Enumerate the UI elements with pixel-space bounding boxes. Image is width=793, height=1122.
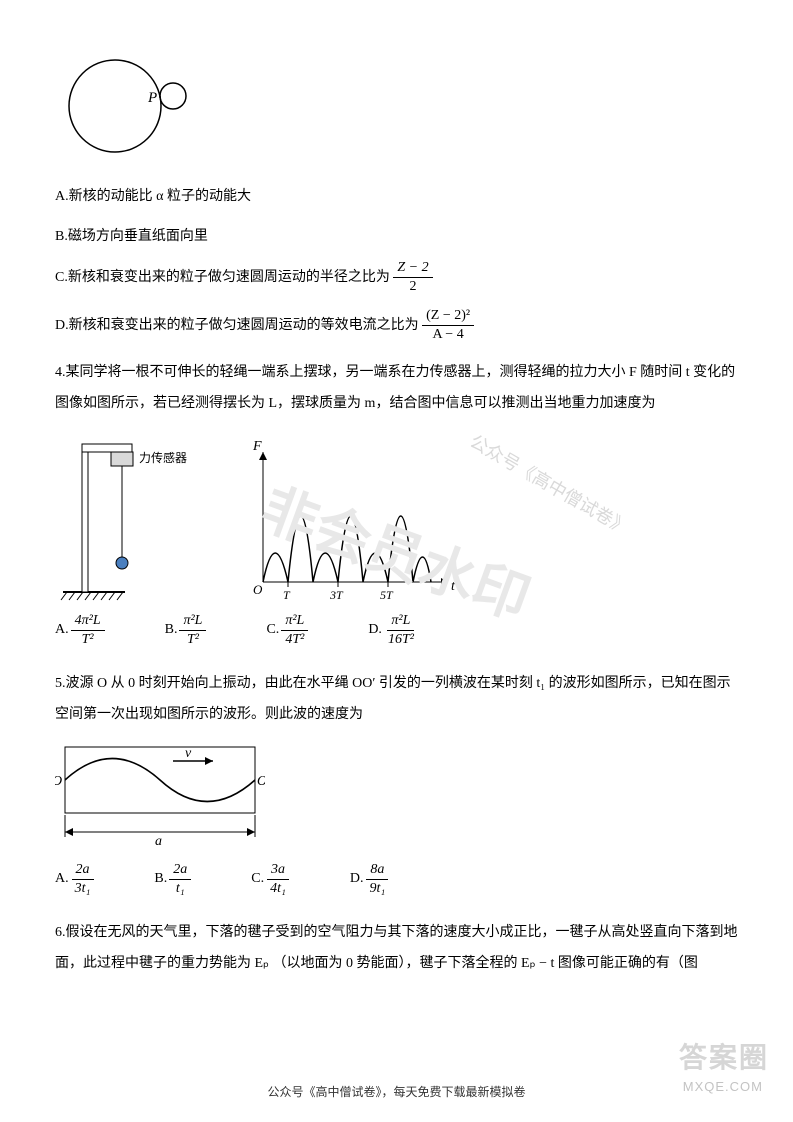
q3-option-D: D.新核和衰变出来的粒子做匀速圆周运动的等效电流之比为 (Z − 2)² A −… — [55, 307, 738, 344]
q4-curve — [263, 516, 431, 582]
q3-C-den: 2 — [405, 278, 420, 296]
q4-B-den: T² — [183, 631, 203, 649]
q3-option-C-frac: Z − 2 2 — [393, 259, 432, 296]
q4-B-num: π²L — [179, 612, 206, 631]
q3-option-A: A.新核的动能比 α 粒子的动能大 — [55, 180, 738, 214]
page-footer: 公众号《高中僧试卷》，每天免费下载最新模拟卷 — [0, 1083, 793, 1100]
label-P: P — [147, 90, 157, 106]
q4-C-den: 4T² — [281, 631, 308, 649]
q5-C-num: 3a — [267, 861, 289, 880]
svg-text:T: T — [283, 588, 291, 602]
q4-A-num: 4π²L — [71, 612, 105, 631]
q3-option-C-prefix: C.新核和衰变出来的粒子做匀速圆周运动的半径之比为 — [55, 270, 390, 285]
q5-option-A: A. 2a3t₁ — [55, 861, 94, 898]
q4-text: 4.某同学将一根不可伸长的轻绳一端系上摆球，另一端系在力传感器上，测得轻绳的拉力… — [55, 358, 738, 420]
q5-text: 5.波源 O 从 0 时刻开始向上振动，由此在水平绳 OO′ 引发的一列横波在某… — [55, 669, 738, 731]
q4-origin-label: O — [253, 582, 263, 597]
q4-option-D: D. π²L16T² — [368, 612, 418, 649]
q5-A-den: 3t₁ — [71, 880, 95, 898]
q5-option-B: B. 2at₁ — [154, 861, 191, 898]
q5-A-num: 2a — [72, 861, 94, 880]
q3-option-D-frac: (Z − 2)² A − 4 — [422, 307, 474, 344]
q3-option-C: C.新核和衰变出来的粒子做匀速圆周运动的半径之比为 Z − 2 2 — [55, 259, 738, 296]
q3-D-num: (Z − 2)² — [422, 307, 474, 326]
q4-sensor-label: 力传感器 — [139, 450, 187, 465]
q5-option-D: D. 8a9t₁ — [350, 861, 389, 898]
q5-C-den: 4t₁ — [266, 880, 290, 898]
q5-options: A. 2a3t₁ B. 2at₁ C. 3a4t₁ D. 8a9t₁ — [55, 861, 738, 898]
q5-wave-diagram: O O′ v a — [55, 737, 265, 847]
q5-D-den: 9t₁ — [365, 880, 389, 898]
svg-text:5T: 5T — [380, 588, 394, 602]
q4-y-label: F — [252, 439, 262, 454]
q5-B-num: 2a — [169, 861, 191, 880]
q4-C-num: π²L — [281, 612, 308, 631]
q4-options: A. 4π²LT² B. π²LT² C. π²L4T² D. π²L16T² — [55, 612, 738, 649]
q3-option-B: B.磁场方向垂直纸面向里 — [55, 220, 738, 254]
q4-pendulum-diagram: 力传感器 — [55, 432, 205, 602]
q5-option-C: C. 3a4t₁ — [251, 861, 290, 898]
q6-text: 6.假设在无风的天气里，下落的毽子受到的空气阻力与其下落的速度大小成正比，一毽子… — [55, 918, 738, 980]
q4-force-graph: F t O T 3T 5T — [233, 432, 463, 602]
corner-watermark: 答案圈 — [679, 1036, 769, 1076]
q4-option-B: B. π²LT² — [165, 612, 207, 649]
svg-text:3T: 3T — [329, 588, 344, 602]
q5-O-label: O — [55, 774, 62, 789]
q3-circles-diagram: P — [55, 46, 205, 166]
q3-option-D-prefix: D.新核和衰变出来的粒子做匀速圆周运动的等效电流之比为 — [55, 317, 419, 332]
q5-B-den: t₁ — [172, 880, 189, 898]
q4-D-den: 16T² — [384, 631, 418, 649]
q4-x-label: t — [451, 579, 456, 594]
q3-C-num: Z − 2 — [393, 259, 432, 278]
q5-Oprime-label: O′ — [257, 774, 265, 789]
q5-D-num: 8a — [366, 861, 388, 880]
q5-v-label: v — [185, 746, 192, 761]
q4-option-A: A. 4π²LT² — [55, 612, 105, 649]
q5-wave-curve — [65, 758, 255, 801]
q4-A-den: T² — [78, 631, 98, 649]
q3-D-den: A − 4 — [428, 326, 467, 344]
q5-a-label: a — [155, 834, 162, 847]
q4-D-num: π²L — [387, 612, 414, 631]
q4-option-C: C. π²L4T² — [266, 612, 308, 649]
